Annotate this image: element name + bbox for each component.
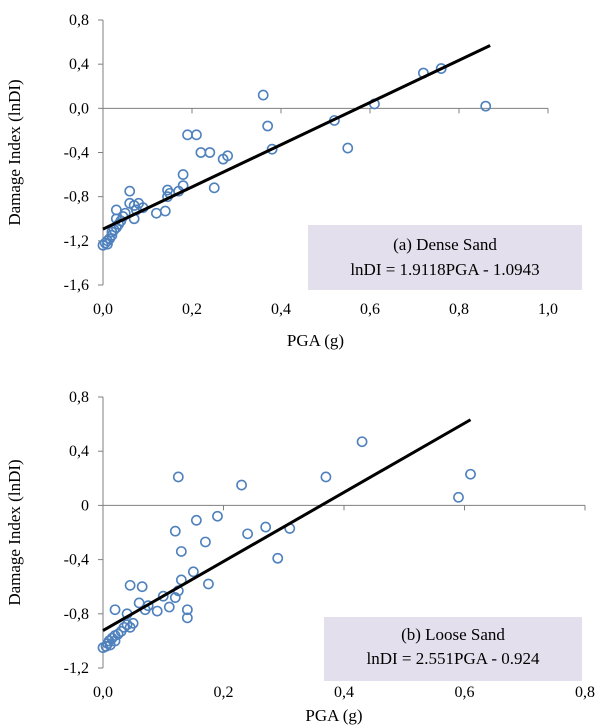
y-tick-label: -0,4 xyxy=(64,145,89,162)
x-tick-label: 0,8 xyxy=(575,684,595,701)
data-point xyxy=(266,143,278,155)
data-point xyxy=(208,182,220,194)
data-point xyxy=(150,207,162,219)
x-axis-label: PGA (g) xyxy=(287,331,344,350)
x-tick-label: 0,2 xyxy=(182,301,202,318)
data-point xyxy=(195,147,207,158)
data-point xyxy=(257,89,269,101)
data-point xyxy=(127,617,139,629)
data-point xyxy=(222,150,233,162)
data-point xyxy=(177,169,189,180)
data-point xyxy=(187,566,199,578)
y-tick-label: -1,2 xyxy=(64,233,89,250)
x-tick-label: 0,6 xyxy=(360,301,380,318)
data-point xyxy=(191,129,202,141)
data-point xyxy=(342,142,354,154)
x-tick-label: 0,0 xyxy=(93,301,113,318)
x-tick-label: 0,2 xyxy=(214,684,234,701)
data-point xyxy=(453,491,464,503)
x-tick-label: 0,8 xyxy=(449,301,469,318)
annotation-title: (a) Dense Sand xyxy=(393,235,497,254)
y-tick-label: 0,4 xyxy=(69,56,89,73)
data-point xyxy=(169,592,181,603)
data-point xyxy=(118,621,130,633)
data-point xyxy=(151,605,163,617)
data-point xyxy=(204,147,216,158)
x-tick-label: 0,6 xyxy=(455,684,475,701)
data-point xyxy=(272,552,284,564)
data-point xyxy=(203,578,214,590)
data-point xyxy=(190,514,202,526)
data-point xyxy=(181,612,193,624)
data-point xyxy=(435,63,447,74)
chart-panel-2: -1,2 -0,8 -0,4 0 0,4 0,8 0,0 0,2 0,4 0,6 0,8 (b) Lo… xyxy=(5,389,595,725)
data-point xyxy=(102,238,113,250)
y-axis-label: Damage Index (lnDI) xyxy=(5,459,24,605)
y-tick-label: 0,8 xyxy=(69,389,89,406)
data-point xyxy=(133,597,145,609)
data-point xyxy=(112,628,124,640)
data-point xyxy=(163,601,175,613)
data-point xyxy=(465,468,476,480)
equation-box xyxy=(308,225,582,290)
data-point xyxy=(136,581,148,593)
y-tick-label: -0,8 xyxy=(64,189,89,206)
data-point xyxy=(175,546,187,557)
fit-line xyxy=(102,44,491,231)
y-tick-label: -1,6 xyxy=(64,277,89,294)
x-tick-label: 1,0 xyxy=(538,301,558,318)
data-point xyxy=(182,129,193,141)
y-tick-label: -0,8 xyxy=(64,606,89,623)
y-tick-label: 0,0 xyxy=(69,100,89,117)
data-point xyxy=(106,229,118,241)
x-tick-label: 0,0 xyxy=(93,684,113,701)
data-point xyxy=(356,436,368,448)
data-point xyxy=(121,619,133,631)
data-point xyxy=(124,579,136,591)
equation-box xyxy=(324,617,582,681)
data-point xyxy=(109,604,121,616)
x-tick-label: 0,4 xyxy=(271,301,291,318)
data-point xyxy=(109,635,121,647)
y-axis-label: Damage Index (lnDI) xyxy=(5,79,24,225)
x-axis-label: PGA (g) xyxy=(305,706,362,725)
x-tick-label: 0,4 xyxy=(334,684,354,701)
data-point xyxy=(200,536,211,548)
data-point xyxy=(124,185,136,197)
data-point xyxy=(320,471,332,483)
data-point xyxy=(159,205,171,217)
annotation-equation: lnDI = 2.551PGA - 0.924 xyxy=(367,649,540,668)
data-point xyxy=(212,510,223,522)
annotation-equation: lnDI = 1.9118PGA - 1.0943 xyxy=(350,260,539,279)
y-tick-label: 0,8 xyxy=(69,12,89,29)
y-tick-label: -1,2 xyxy=(64,660,89,677)
chart-panel-1: -1,6 -1,2 -0,8 -0,4 0,0 0,4 0,8 0,0 0,2 0,4 0,6 0,8… xyxy=(5,12,582,350)
data-point xyxy=(157,590,169,602)
fit-line xyxy=(102,418,472,632)
y-tick-label: 0,4 xyxy=(69,443,89,460)
data-point xyxy=(242,528,253,540)
data-point xyxy=(110,204,122,216)
annotation-title: (b) Loose Sand xyxy=(401,625,505,644)
data-point xyxy=(172,471,184,483)
y-tick-label: -0,4 xyxy=(64,552,89,569)
data-point xyxy=(260,521,272,533)
data-point xyxy=(236,479,247,491)
data-point xyxy=(262,120,274,132)
data-point xyxy=(480,100,492,112)
y-tick-label: 0 xyxy=(81,497,89,514)
data-point xyxy=(169,525,181,537)
data-point xyxy=(181,604,193,616)
